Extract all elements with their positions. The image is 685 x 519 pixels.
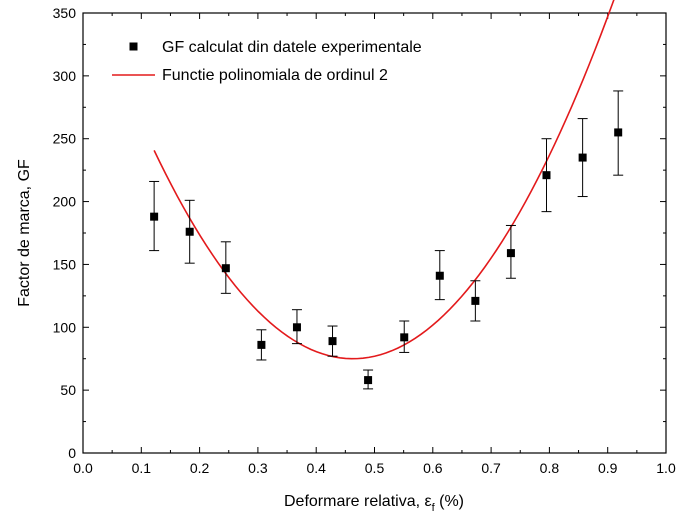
y-tick-label: 100 <box>53 319 77 335</box>
x-tick-label: 0.9 <box>598 460 618 476</box>
y-axis-ticks: 0 50 100 150 200 250 300 350 <box>53 5 666 461</box>
y-tick-label: 250 <box>53 131 77 147</box>
y-tick-label: 300 <box>53 68 77 84</box>
fit-curve <box>153 0 615 360</box>
x-tick-label: 0.2 <box>190 460 210 476</box>
data-points-group <box>149 90 624 390</box>
x-tick-label: 0.8 <box>540 460 560 476</box>
data-point <box>578 153 587 162</box>
data-point <box>150 212 159 221</box>
y-tick-label: 200 <box>53 194 77 210</box>
x-tick-label: 0.6 <box>423 460 443 476</box>
legend-label-line: Functie polinomiala de ordinul 2 <box>162 67 388 84</box>
x-axis-ticks: 0.0 0.1 0.2 0.3 0.4 0.5 0.6 0.7 0.8 0.9 1.0 <box>73 13 676 476</box>
x-tick-label: 0.0 <box>73 460 93 476</box>
legend-label-scatter: GF calculat din datele experimentale <box>162 39 422 56</box>
data-point <box>257 340 266 349</box>
y-tick-label: 0 <box>68 445 76 461</box>
y-axis-title: Factor de marca, GF <box>16 159 33 307</box>
legend-marker-scatter <box>129 42 138 51</box>
y-tick-label: 150 <box>53 256 77 272</box>
data-point <box>364 376 373 385</box>
data-point <box>400 333 409 342</box>
x-tick-label: 1.0 <box>656 460 676 476</box>
data-point <box>435 271 444 280</box>
data-point <box>328 337 337 346</box>
data-point <box>614 128 623 137</box>
legend: GF calculat din datele experimentale Fun… <box>112 39 422 84</box>
plot-area <box>82 12 667 454</box>
fit-curve-group <box>153 0 615 360</box>
x-tick-label: 0.1 <box>132 460 152 476</box>
x-tick-label: 0.7 <box>481 460 501 476</box>
y-tick-label: 50 <box>60 382 76 398</box>
x-tick-label: 0.3 <box>248 460 268 476</box>
x-axis-title: Deformare relativa, εf (%) <box>284 493 464 514</box>
data-point <box>221 264 230 273</box>
data-point <box>292 323 301 332</box>
data-point <box>185 227 194 236</box>
x-tick-label: 0.5 <box>365 460 385 476</box>
data-point <box>506 249 515 258</box>
y-tick-label: 350 <box>53 5 77 21</box>
x-tick-label: 0.4 <box>306 460 326 476</box>
data-point <box>471 296 480 305</box>
data-point <box>542 171 551 180</box>
